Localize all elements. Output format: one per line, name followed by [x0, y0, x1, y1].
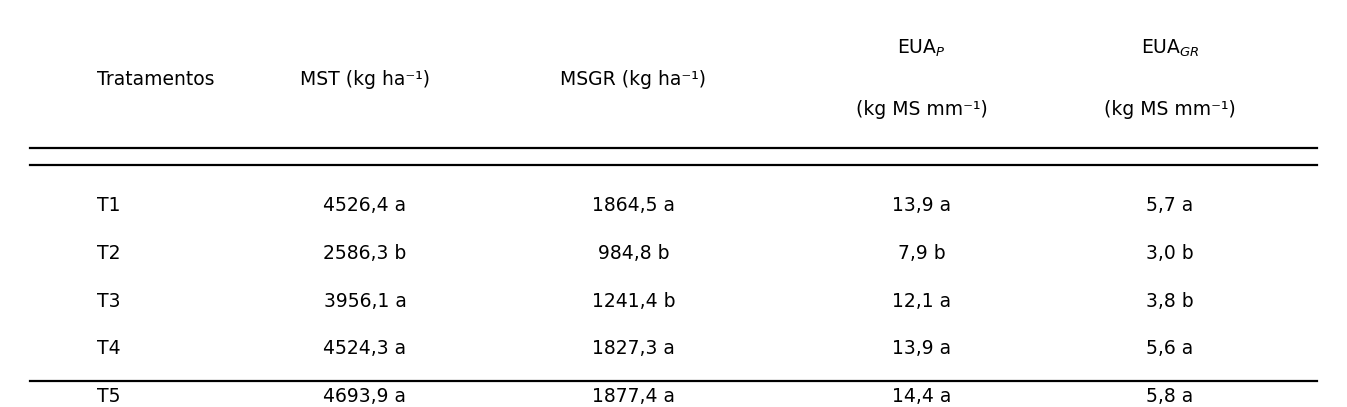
Text: 14,4 a: 14,4 a [892, 387, 951, 406]
Text: 1827,3 a: 1827,3 a [591, 339, 675, 359]
Text: 1877,4 a: 1877,4 a [591, 387, 675, 406]
Text: T3: T3 [97, 292, 120, 311]
Text: 5,6 a: 5,6 a [1146, 339, 1193, 359]
Text: EUA$_{GR}$: EUA$_{GR}$ [1141, 38, 1199, 59]
Text: T4: T4 [97, 339, 120, 359]
Text: 3956,1 a: 3956,1 a [323, 292, 407, 311]
Text: 2586,3 b: 2586,3 b [323, 244, 407, 263]
Text: 3,0 b: 3,0 b [1146, 244, 1193, 263]
Text: 13,9 a: 13,9 a [892, 196, 951, 215]
Text: T2: T2 [97, 244, 120, 263]
Text: 984,8 b: 984,8 b [598, 244, 669, 263]
Text: MSGR (kg ha⁻¹): MSGR (kg ha⁻¹) [560, 70, 706, 89]
Text: 4526,4 a: 4526,4 a [323, 196, 407, 215]
Text: MST (kg ha⁻¹): MST (kg ha⁻¹) [300, 70, 430, 89]
Text: 12,1 a: 12,1 a [892, 292, 951, 311]
Text: 7,9 b: 7,9 b [898, 244, 946, 263]
Text: 1241,4 b: 1241,4 b [591, 292, 675, 311]
Text: 4693,9 a: 4693,9 a [323, 387, 407, 406]
Text: Tratamentos: Tratamentos [97, 70, 214, 89]
Text: (kg MS mm⁻¹): (kg MS mm⁻¹) [855, 101, 987, 119]
Text: 5,7 a: 5,7 a [1146, 196, 1193, 215]
Text: EUA$_P$: EUA$_P$ [897, 38, 946, 59]
Text: T1: T1 [97, 196, 120, 215]
Text: 13,9 a: 13,9 a [892, 339, 951, 359]
Text: 1864,5 a: 1864,5 a [591, 196, 675, 215]
Text: T5: T5 [97, 387, 120, 406]
Text: 5,8 a: 5,8 a [1146, 387, 1193, 406]
Text: 4524,3 a: 4524,3 a [323, 339, 407, 359]
Text: (kg MS mm⁻¹): (kg MS mm⁻¹) [1105, 101, 1235, 119]
Text: 3,8 b: 3,8 b [1146, 292, 1193, 311]
